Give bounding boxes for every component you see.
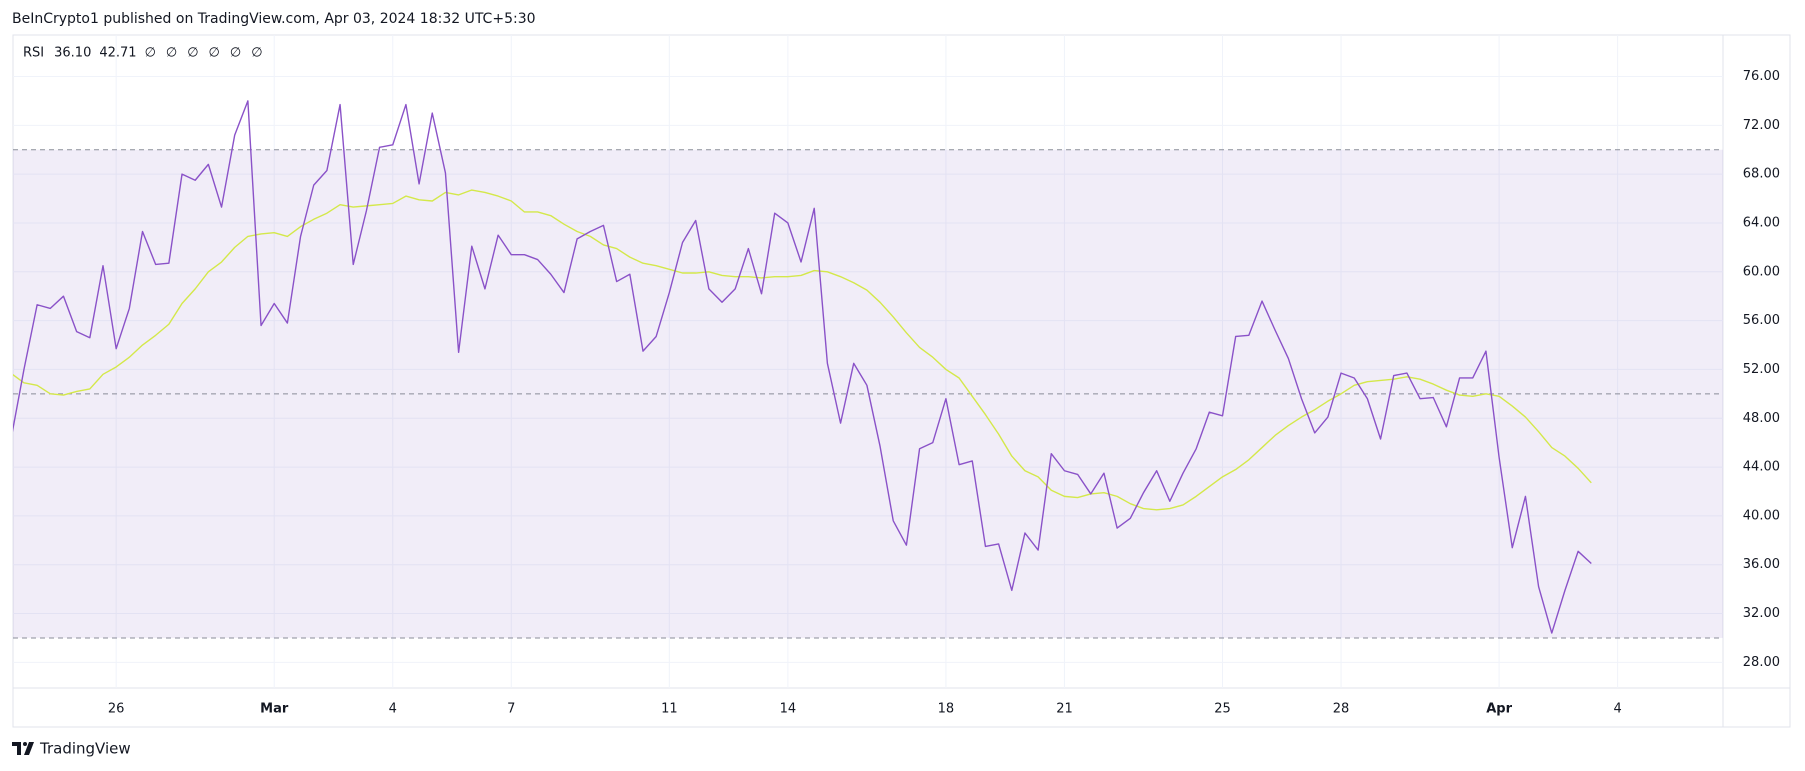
y-tick-label: 64.00	[1743, 215, 1780, 230]
series-line	[13, 100, 1592, 634]
y-tick-label: 52.00	[1743, 362, 1780, 377]
y-tick-label: 44.00	[1743, 460, 1780, 475]
y-tick-label: 76.00	[1743, 69, 1780, 84]
y-tick-label: 72.00	[1743, 118, 1780, 133]
y-tick-label: 36.00	[1743, 557, 1780, 572]
legend-placeholder: ∅	[187, 46, 198, 61]
header: BeInCrypto1 published on TradingView.com…	[12, 11, 536, 27]
y-tick-label: 60.00	[1743, 264, 1780, 279]
x-tick-label: 4	[389, 702, 397, 717]
y-tick-label: 28.00	[1743, 655, 1780, 670]
x-tick-label: Apr	[1486, 702, 1512, 717]
legend-value: 42.71	[99, 46, 136, 61]
legend-placeholder: ∅	[166, 46, 177, 61]
chart-frame	[12, 34, 1791, 728]
legend-title: RSI	[23, 46, 44, 61]
axes: 28.00 32.00 36.00 40.00 44.00 48.00 52.00 56.00…	[108, 69, 1780, 717]
legend-placeholder: ∅	[230, 46, 241, 61]
legend-placeholder: ∅	[251, 46, 262, 61]
x-tick-label: 21	[1056, 702, 1073, 717]
y-tick-label: 68.00	[1743, 167, 1780, 182]
legend-placeholder: ∅	[145, 46, 156, 61]
x-tick-label: 25	[1214, 702, 1231, 717]
x-tick-label: Mar	[260, 702, 289, 717]
grid	[13, 35, 1723, 688]
y-tick-label: 48.00	[1743, 411, 1780, 426]
x-tick-label: 4	[1613, 702, 1621, 717]
x-tick-label: 14	[780, 702, 797, 717]
x-tick-label: 26	[108, 702, 125, 717]
footer-brand: TradingView	[39, 740, 131, 758]
legend-placeholder: ∅	[209, 46, 220, 61]
plot-area	[13, 100, 1723, 639]
y-tick-label: 56.00	[1743, 313, 1780, 328]
y-tick-label: 32.00	[1743, 606, 1780, 621]
x-tick-label: 28	[1333, 702, 1350, 717]
x-tick-label: 18	[938, 702, 955, 717]
x-tick-label: 7	[507, 702, 515, 717]
legend: RSI 36.10 42.71 ∅ ∅ ∅ ∅ ∅ ∅	[23, 46, 263, 61]
legend-value: 36.10	[54, 46, 91, 61]
footer-logo	[12, 742, 34, 755]
y-tick-label: 40.00	[1743, 508, 1780, 523]
series-line	[13, 189, 1592, 511]
x-tick-label: 11	[661, 702, 678, 717]
